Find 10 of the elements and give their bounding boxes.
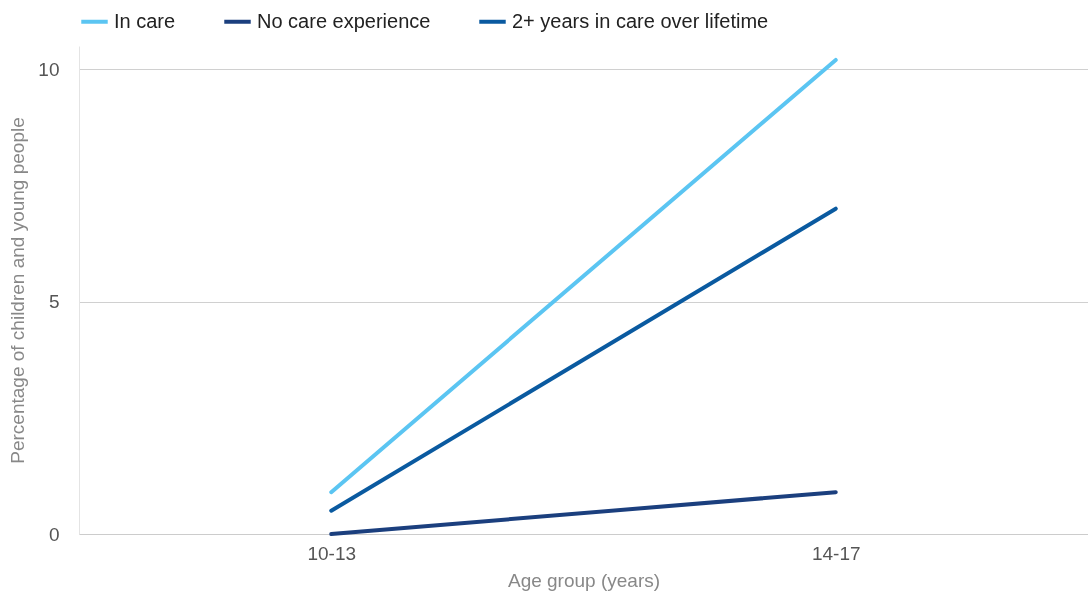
legend-label: 2+ years in care over lifetime	[512, 9, 769, 32]
x-tick-label: 14-17	[811, 542, 861, 564]
y-tick-label: 5	[48, 291, 60, 313]
x-tick-label: 10-13	[307, 542, 357, 564]
y-axis-title: Percentage of children and young people	[7, 117, 29, 464]
y-tick-label: 10	[38, 58, 60, 80]
y-tick-label: 0	[48, 523, 60, 545]
legend-label: No care experience	[257, 9, 431, 32]
x-axis-title: Age group (years)	[507, 569, 661, 591]
legend-label: In care	[114, 9, 176, 32]
